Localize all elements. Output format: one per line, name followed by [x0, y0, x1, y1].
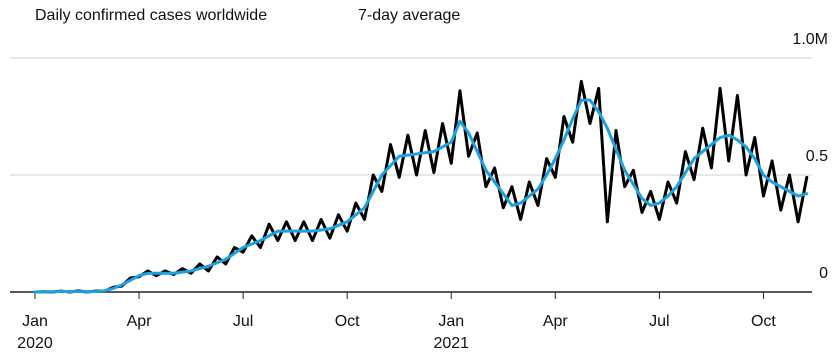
x-year-label: 2021	[433, 335, 469, 352]
y-tick-label: 1.0M	[792, 31, 828, 48]
x-tick-label: Apr	[127, 313, 153, 330]
legend-label: Daily confirmed cases worldwide	[35, 7, 267, 24]
x-tick-label: Jan	[22, 313, 48, 330]
x-year-label: 2020	[17, 335, 53, 352]
x-tick-label: Oct	[335, 313, 360, 330]
x-tick-label: Jan	[438, 313, 464, 330]
x-tick-label: Oct	[751, 313, 776, 330]
y-tick-label: 0.5	[806, 148, 828, 165]
y-tick-label: 0	[819, 265, 828, 282]
series-line	[33, 79, 809, 294]
x-tick-label: Jul	[649, 313, 669, 330]
legend-label: 7-day average	[358, 7, 460, 24]
x-tick-label: Jul	[233, 313, 253, 330]
x-tick-label: Apr	[543, 313, 569, 330]
series-line	[33, 98, 809, 294]
